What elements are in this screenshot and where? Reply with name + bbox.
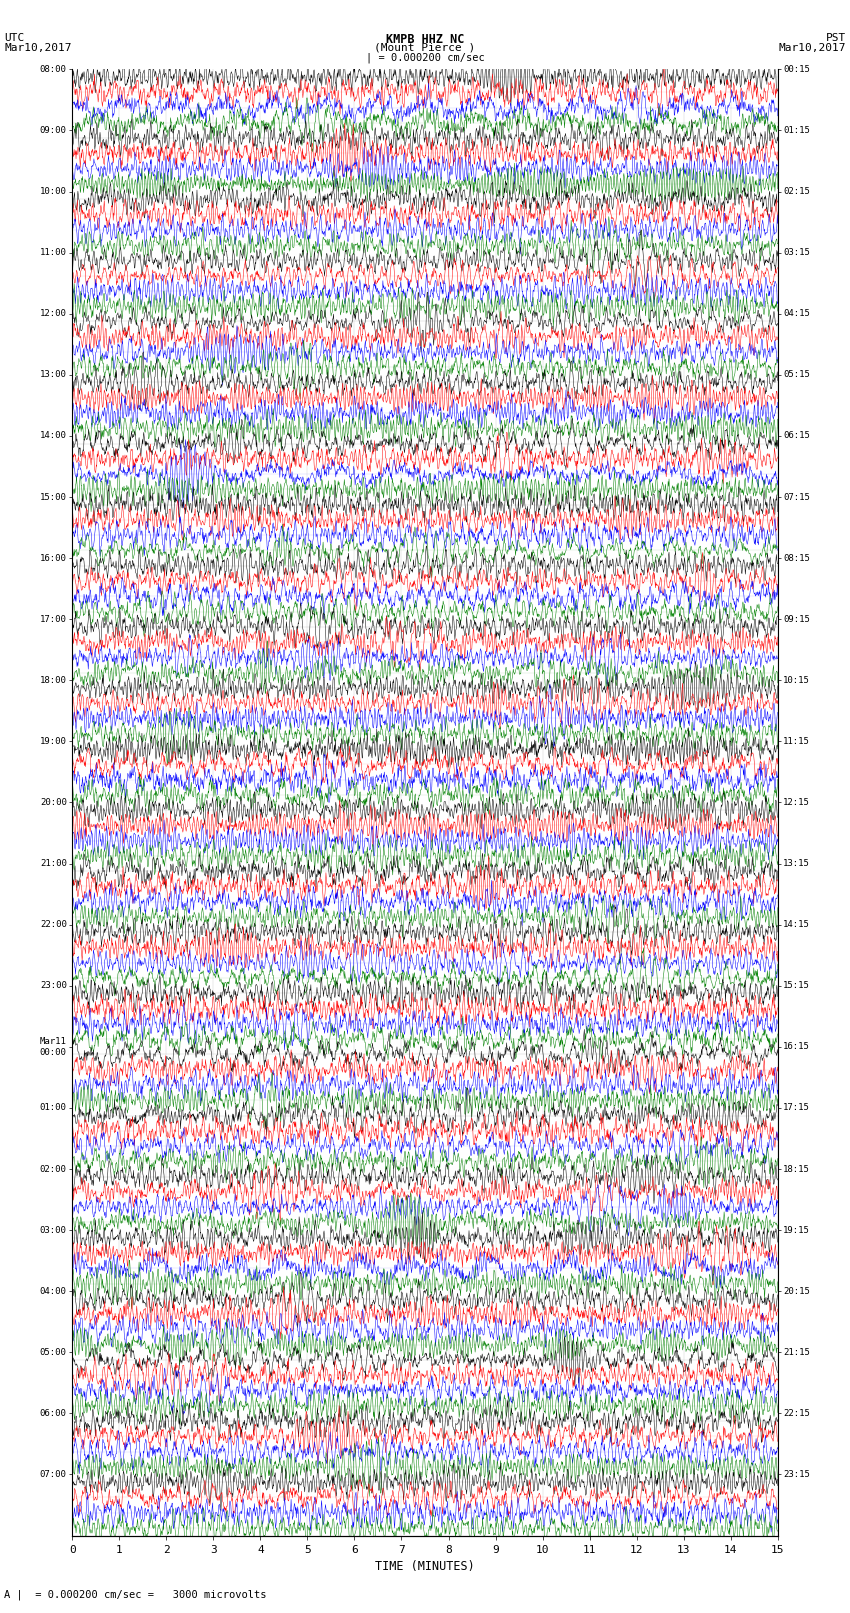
Text: (Mount Pierce ): (Mount Pierce ) (374, 44, 476, 53)
Text: Mar10,2017: Mar10,2017 (4, 44, 71, 53)
Text: A |  = 0.000200 cm/sec =   3000 microvolts: A | = 0.000200 cm/sec = 3000 microvolts (4, 1589, 267, 1600)
Text: PST: PST (825, 32, 846, 44)
Text: | = 0.000200 cm/sec: | = 0.000200 cm/sec (366, 52, 484, 63)
X-axis label: TIME (MINUTES): TIME (MINUTES) (375, 1560, 475, 1573)
Text: UTC: UTC (4, 32, 25, 44)
Text: Mar10,2017: Mar10,2017 (779, 44, 846, 53)
Text: KMPB HHZ NC: KMPB HHZ NC (386, 32, 464, 47)
